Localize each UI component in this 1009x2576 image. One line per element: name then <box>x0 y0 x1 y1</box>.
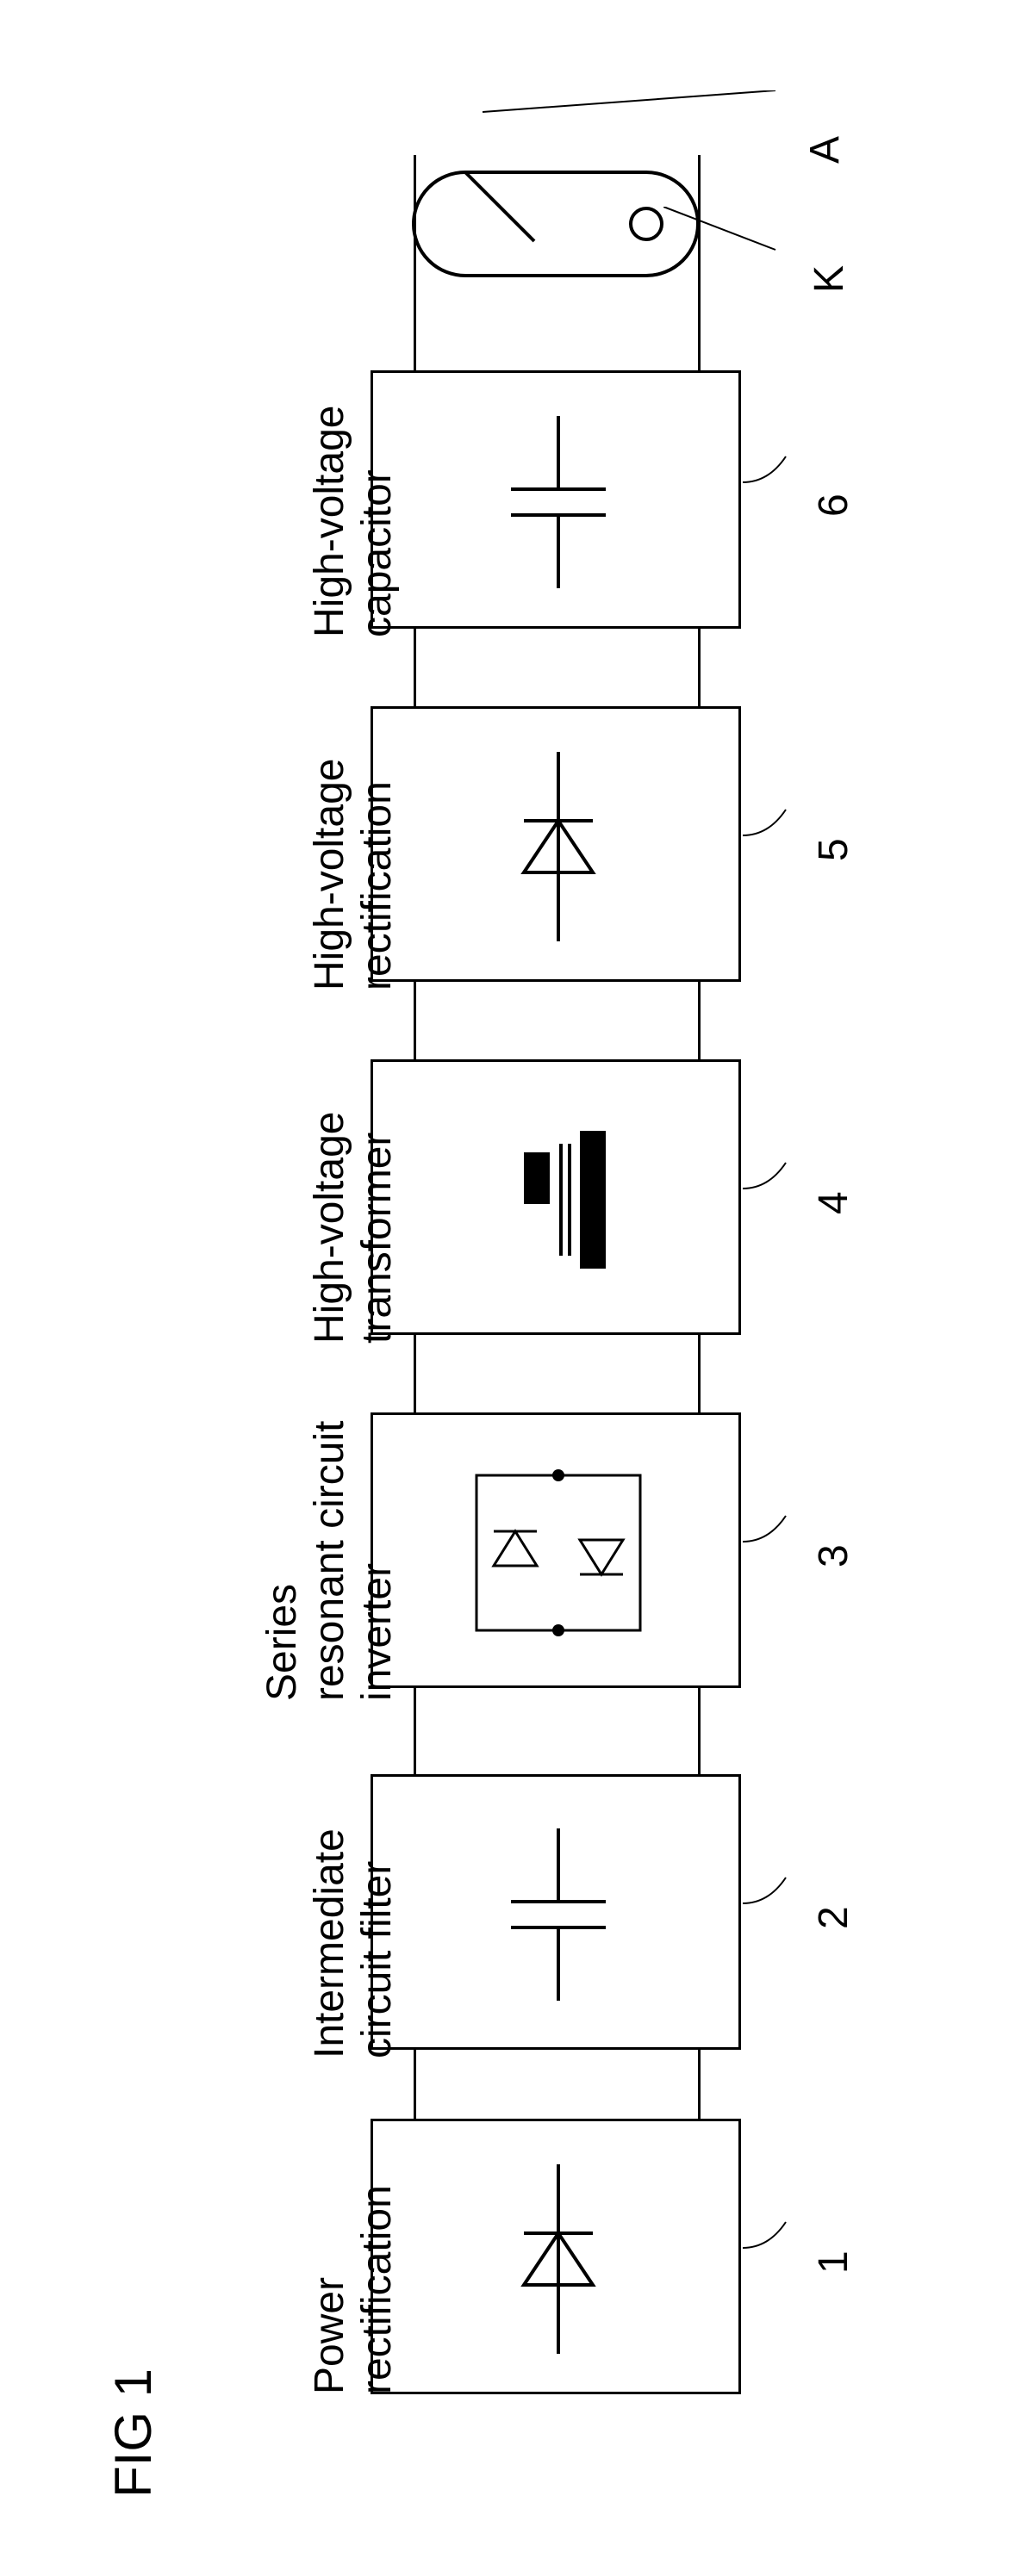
bridge-icon <box>373 1415 744 1691</box>
diode-icon <box>373 2121 744 2397</box>
label-hv-cap-1: High-voltage <box>306 406 353 637</box>
label-hv-rect-2: rectification <box>353 781 401 990</box>
label-cathode: K <box>806 265 853 293</box>
capacitor-icon <box>373 1777 744 2052</box>
leader-1 <box>743 2196 820 2274</box>
figure-label: FIG 1 <box>103 2368 163 2498</box>
block-inverter <box>371 1412 741 1688</box>
transformer-icon <box>373 1062 744 1338</box>
leader-anode <box>483 90 810 159</box>
leader-3 <box>743 1490 820 1567</box>
label-inverter-1: Series <box>258 1584 306 1701</box>
leader-4 <box>743 1137 820 1214</box>
label-transformer-2: transformer <box>353 1133 401 1344</box>
diode-icon <box>373 709 744 984</box>
capacitor-icon <box>373 373 744 631</box>
label-filter-2: circuit filter <box>353 1861 401 2058</box>
leader-2 <box>743 1852 820 1929</box>
block-intermediate-filter <box>371 1774 741 2050</box>
leader-cathode <box>663 207 819 267</box>
block-hv-rectification <box>371 706 741 982</box>
leader-5 <box>743 784 820 861</box>
block-transformer <box>371 1059 741 1335</box>
label-inverter-2: resonant circuit <box>306 1421 353 1701</box>
label-inverter-3: inverter <box>353 1563 401 1701</box>
label-power-rectification-1: Power <box>306 2277 353 2394</box>
block-power-rectification <box>371 2119 741 2394</box>
label-hv-rect-1: High-voltage <box>306 759 353 990</box>
label-hv-cap-2: capacitor <box>353 469 401 637</box>
label-filter-1: Intermediate <box>306 1828 353 2058</box>
label-transformer-1: High-voltage <box>306 1112 353 1344</box>
leader-6 <box>743 431 820 508</box>
block-hv-capacitor <box>371 370 741 629</box>
label-power-rectification-2: rectification <box>353 2185 401 2394</box>
